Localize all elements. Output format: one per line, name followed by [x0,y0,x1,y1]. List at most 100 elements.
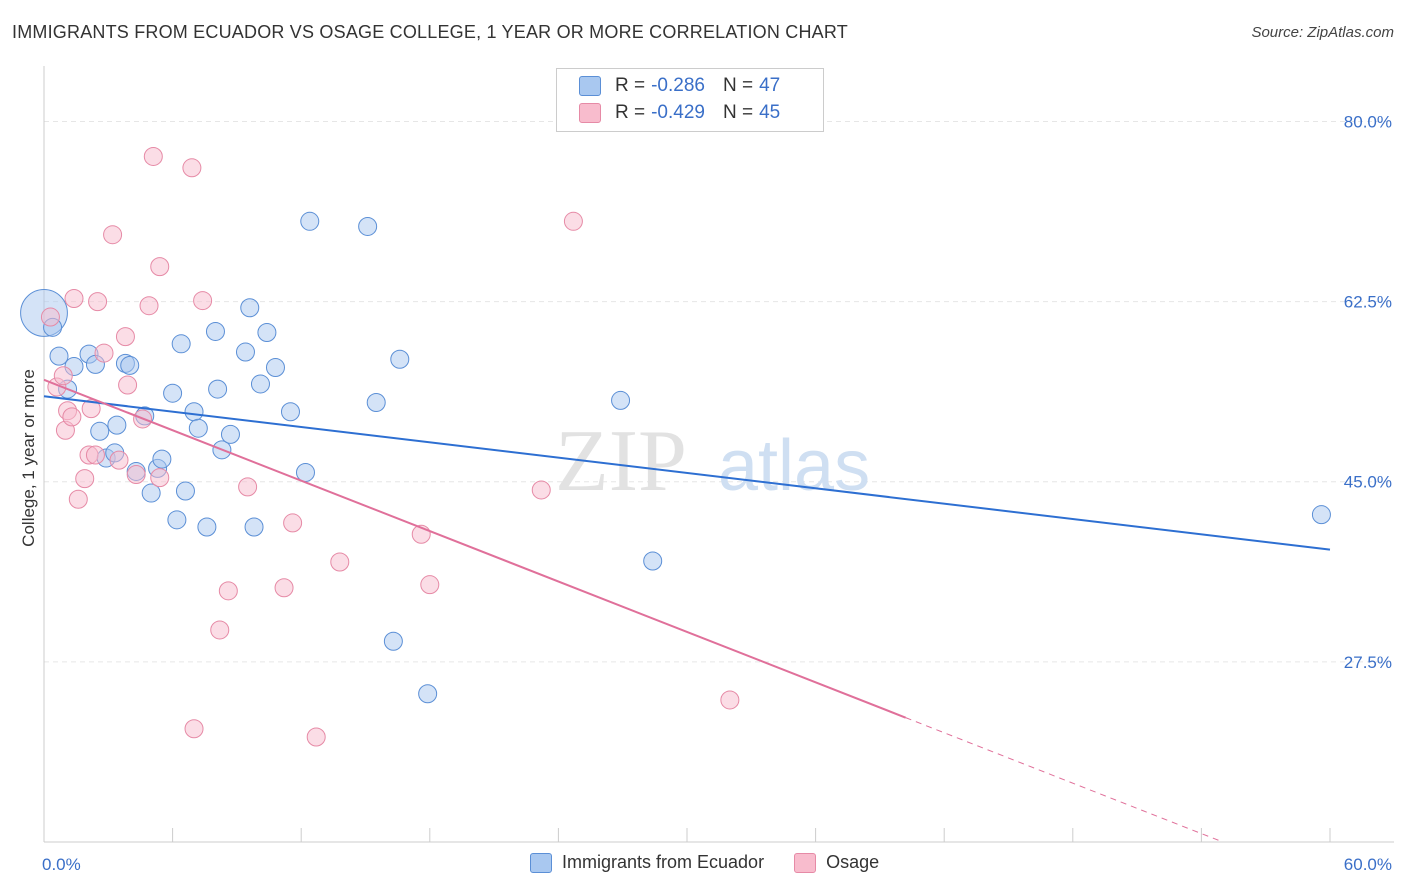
ecuador-point [244,517,264,537]
x-tick-label: 0.0% [42,855,81,874]
osage-trend-extension [905,717,1224,843]
ecuador-point [49,346,69,366]
osage-point [40,307,60,327]
ecuador-point [240,298,260,318]
data-points [20,146,1331,747]
ecuador-point [358,216,378,236]
ecuador-point [390,349,410,369]
osage-point [720,690,740,710]
osage-trend-line [43,378,906,719]
osage-point [88,292,108,312]
ecuador-point [175,481,195,501]
series-legend-ecuador[interactable]: Immigrants from Ecuador [530,852,764,873]
osage-point [75,469,95,489]
grid-lines [44,120,1394,663]
legend-swatch-blue [579,76,601,96]
osage-point [283,513,303,533]
watermark-zip: ZIP [555,413,687,510]
x-tick-label: 60.0% [1344,855,1392,874]
ecuador-point [295,462,315,482]
series-label-osage: Osage [826,852,880,872]
ecuador-point [208,379,228,399]
ecuador-point [235,342,255,362]
osage-point [103,225,123,245]
legend-row-ecuador: R = -0.286 N = 47 [579,74,780,98]
osage-point [420,575,440,595]
ecuador-point [265,357,285,377]
series-label-ecuador: Immigrants from Ecuador [562,852,765,872]
y-axis-title: College, 1 year or more [19,369,38,547]
osage-point [115,327,135,347]
osage-point [193,291,213,311]
osage-point [53,366,73,386]
osage-point [150,257,170,277]
y-tick-label: 45.0% [1344,473,1392,492]
legend-n-label: N = [722,102,754,123]
osage-point [238,477,258,497]
osage-point [118,375,138,395]
ecuador-point [1311,505,1331,525]
legend-n-label: N = [722,75,754,96]
ecuador-point [167,510,187,530]
ecuador-point [188,418,208,438]
osage-point [150,468,170,488]
osage-point [81,399,101,419]
osage-point [306,727,326,747]
y-tick-label: 27.5% [1344,653,1392,672]
x-tick-labels: 0.0% 60.0% [42,855,1392,874]
osage-point [62,407,82,427]
osage-point [218,581,238,601]
ecuador-point [643,551,663,571]
ecuador-point [300,211,320,231]
ecuador-point [197,517,217,537]
y-tick-labels: 27.5% 45.0% 62.5% 80.0% [1344,112,1392,671]
ecuador-point [184,402,204,422]
ecuador-point [418,684,438,704]
ecuador-point [611,390,631,410]
ecuador-point [383,631,403,651]
ecuador-point [90,421,110,441]
axes [43,66,1394,843]
correlation-legend: R = -0.286 N = 47 R = -0.429 N = 45 [556,68,824,132]
osage-point [68,489,88,509]
legend-n-value: 45 [759,102,781,123]
series-swatch-pink [794,852,817,873]
legend-r-value: -0.429 [651,102,705,123]
osage-point [143,146,163,166]
ecuador-point [250,374,270,394]
legend-row-osage: R = -0.429 N = 45 [579,101,780,125]
source-note: Source: ZipAtlas.com [1251,24,1394,41]
osage-point [109,450,129,470]
osage-point [330,552,350,572]
osage-point [563,211,583,231]
ecuador-point [257,322,277,342]
osage-point [94,343,114,363]
chart-title: IMMIGRANTS FROM ECUADOR VS OSAGE COLLEGE… [12,22,848,42]
osage-point [184,719,204,739]
series-legend-osage[interactable]: Osage [794,852,879,873]
trend-lines [43,378,1331,843]
ecuador-point [171,334,191,354]
legend-swatch-pink [579,103,601,123]
ecuador-point [280,402,300,422]
ecuador-point [141,483,161,503]
legend-r-label: R = [615,75,646,96]
legend-n-value: 47 [759,75,781,96]
ecuador-point [152,449,172,469]
ecuador-point [366,392,386,412]
series-swatch-blue [530,852,552,873]
osage-point [139,296,159,316]
ecuador-point [107,415,127,435]
y-tick-label: 62.5% [1344,293,1392,312]
y-tick-label: 80.0% [1344,112,1392,131]
legend-r-label: R = [615,102,646,123]
watermark-atlas: atlas [718,426,870,506]
ecuador-point [205,321,225,341]
legend-r-value: -0.286 [651,75,705,96]
osage-point [531,480,551,500]
osage-point [210,620,230,640]
osage-point [274,578,294,598]
series-legend: Immigrants from Ecuador Osage [530,852,909,873]
ecuador-point [120,355,140,375]
